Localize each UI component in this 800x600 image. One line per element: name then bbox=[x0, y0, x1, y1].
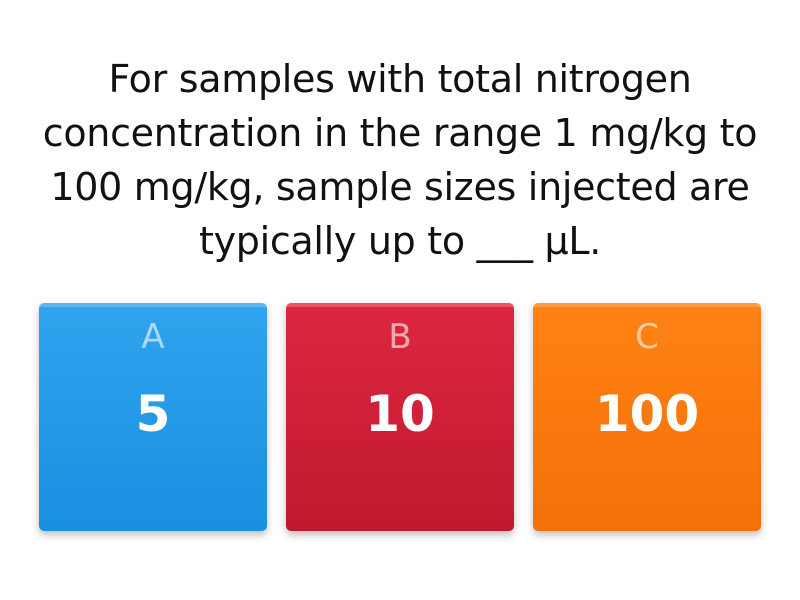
answer-option-a[interactable]: A 5 bbox=[39, 303, 267, 531]
option-value: 10 bbox=[365, 385, 435, 443]
answer-option-b[interactable]: B 10 bbox=[286, 303, 514, 531]
option-value: 100 bbox=[594, 385, 700, 443]
option-letter: A bbox=[141, 317, 165, 357]
option-letter: C bbox=[635, 317, 659, 357]
question-text: For samples with total nitrogen concentr… bbox=[42, 57, 758, 263]
option-letter: B bbox=[388, 317, 412, 357]
answer-option-c[interactable]: C 100 bbox=[533, 303, 761, 531]
option-value: 5 bbox=[135, 385, 171, 443]
